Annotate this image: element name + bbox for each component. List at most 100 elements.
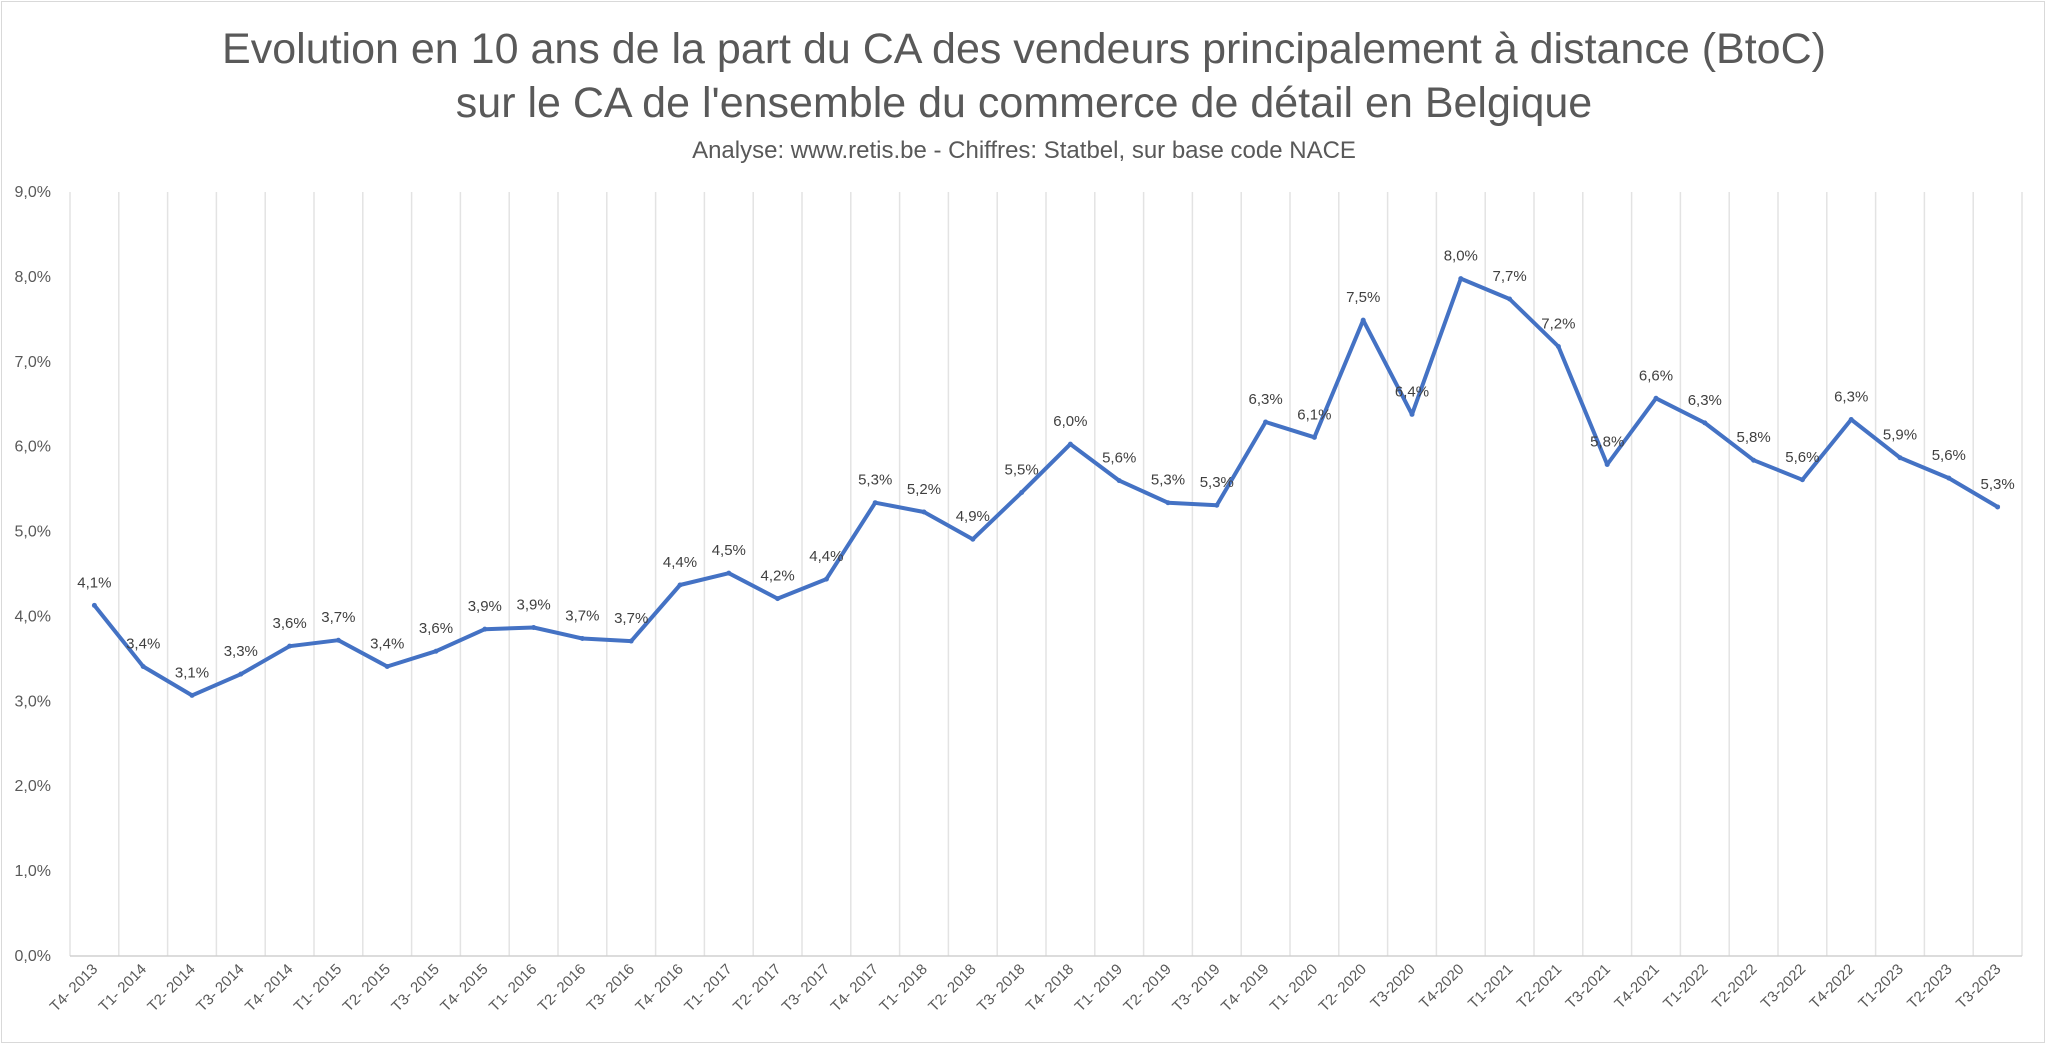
x-tick-label: T2- 2019 <box>1120 961 1174 1015</box>
data-point <box>775 596 781 602</box>
y-tick-label: 7,0% <box>15 354 51 371</box>
y-axis: 0,0% 1,0% 2,0% 3,0% 4,0% 5,0% 6,0% 7,0% 8,0% 9,0% <box>15 184 51 965</box>
data-label: 5,6% <box>1932 447 1966 464</box>
data-label: 6,1% <box>1297 406 1331 423</box>
chart-title-line-2: sur le CA de l'ensemble du commerce de d… <box>455 79 1593 127</box>
chart-title-line-1: Evolution en 10 ans de la part du CA des… <box>222 25 1826 73</box>
x-tick-label: T3- 2014 <box>193 961 247 1015</box>
data-point <box>1702 420 1708 426</box>
data-label: 6,3% <box>1688 392 1722 409</box>
data-label: 6,0% <box>1053 413 1087 430</box>
y-tick-label: 3,0% <box>15 693 51 710</box>
data-label: 5,6% <box>1102 450 1136 467</box>
y-tick-label: 2,0% <box>15 778 51 795</box>
data-point <box>91 602 97 608</box>
data-point <box>1360 317 1366 323</box>
series-line-group <box>91 276 2001 698</box>
data-point <box>579 636 585 642</box>
data-label: 4,1% <box>77 574 111 591</box>
data-point <box>287 643 293 649</box>
data-point <box>872 500 878 506</box>
x-tick-label: T4- 2013 <box>47 961 101 1015</box>
x-tick-label: T1- 2015 <box>291 961 345 1015</box>
x-tick-label: T4-2022 <box>1806 961 1858 1013</box>
data-label: 4,5% <box>712 542 746 559</box>
data-point <box>1751 457 1757 463</box>
data-point <box>140 664 146 670</box>
x-tick-label: T3- 2016 <box>584 961 638 1015</box>
data-label: 5,8% <box>1736 429 1770 446</box>
x-tick-label: T1- 2018 <box>876 961 930 1015</box>
x-tick-label: T1- 2019 <box>1072 961 1126 1015</box>
x-tick-label: T3- 2015 <box>388 961 442 1015</box>
data-label: 5,6% <box>1785 449 1819 466</box>
x-tick-label: T2- 2017 <box>730 961 784 1015</box>
data-point <box>677 582 683 588</box>
data-label: 5,8% <box>1590 433 1624 450</box>
data-point <box>921 509 927 515</box>
data-label: 6,3% <box>1248 391 1282 408</box>
data-label: 3,7% <box>614 610 648 627</box>
data-label: 6,4% <box>1395 383 1429 400</box>
data-point <box>1995 504 2001 510</box>
data-point <box>1507 296 1513 302</box>
x-tick-label: T2- 2015 <box>340 961 394 1015</box>
x-tick-label: T4- 2015 <box>437 961 491 1015</box>
x-tick-label: T2- 2016 <box>535 961 589 1015</box>
data-point <box>1653 395 1659 401</box>
x-tick-label: T4-2020 <box>1416 961 1468 1013</box>
x-tick-label: T3- 2017 <box>779 961 833 1015</box>
data-point <box>531 624 537 630</box>
data-point <box>628 638 634 644</box>
chart-subtitle: Analyse: www.retis.be - Chiffres: Statbe… <box>692 137 1356 164</box>
data-label: 3,4% <box>370 636 404 653</box>
y-tick-label: 4,0% <box>15 608 51 625</box>
x-tick-label: T4- 2018 <box>1023 961 1077 1015</box>
gridlines <box>69 192 2023 957</box>
x-tick-label: T2-2022 <box>1709 961 1761 1013</box>
y-tick-label: 6,0% <box>15 439 51 456</box>
data-label: 3,1% <box>175 664 209 681</box>
data-label: 5,3% <box>1980 476 2014 493</box>
data-point <box>1897 455 1903 461</box>
x-tick-label: T4- 2016 <box>632 961 686 1015</box>
data-point <box>970 536 976 542</box>
x-tick-label: T1- 2014 <box>96 961 150 1015</box>
x-tick-label: T1- 2020 <box>1267 961 1321 1015</box>
data-label: 3,4% <box>126 636 160 653</box>
data-label: 5,9% <box>1883 427 1917 444</box>
data-labels: 4,1% 3,4% 3,1% 3,3% 3,6% 3,7% 3,4% 3,6% 3,9% 3,9%… <box>77 248 2014 682</box>
data-point <box>433 648 439 654</box>
data-point <box>1458 276 1464 282</box>
x-tick-label: T3-2022 <box>1758 961 1810 1013</box>
x-tick-label: T2- 2014 <box>144 961 198 1015</box>
data-point <box>1311 434 1317 440</box>
data-label: 3,9% <box>516 596 550 613</box>
data-label: 3,7% <box>565 608 599 625</box>
x-tick-label: T4-2021 <box>1611 961 1663 1013</box>
data-label: 5,3% <box>858 472 892 489</box>
data-label: 4,9% <box>956 508 990 525</box>
data-point <box>384 664 390 670</box>
data-label: 5,2% <box>907 481 941 498</box>
x-tick-label: T1- 2016 <box>486 961 540 1015</box>
x-tick-label: T2-2021 <box>1514 961 1566 1013</box>
data-point <box>726 570 732 576</box>
x-tick-label: T1-2023 <box>1855 961 1907 1013</box>
data-label: 7,2% <box>1541 315 1575 332</box>
data-point <box>238 671 244 677</box>
series-line <box>92 276 2000 698</box>
x-tick-label: T3-2021 <box>1562 961 1614 1013</box>
data-label: 8,0% <box>1444 248 1478 265</box>
y-tick-label: 1,0% <box>15 863 51 880</box>
data-label: 6,3% <box>1834 389 1868 406</box>
x-tick-label: T3-2023 <box>1953 961 2005 1013</box>
x-tick-label: T1-2021 <box>1465 961 1517 1013</box>
x-tick-label: T4- 2014 <box>242 961 296 1015</box>
x-tick-label: T3- 2019 <box>1169 961 1223 1015</box>
x-tick-label: T2- 2020 <box>1316 961 1370 1015</box>
x-tick-label: T2- 2018 <box>925 961 979 1015</box>
